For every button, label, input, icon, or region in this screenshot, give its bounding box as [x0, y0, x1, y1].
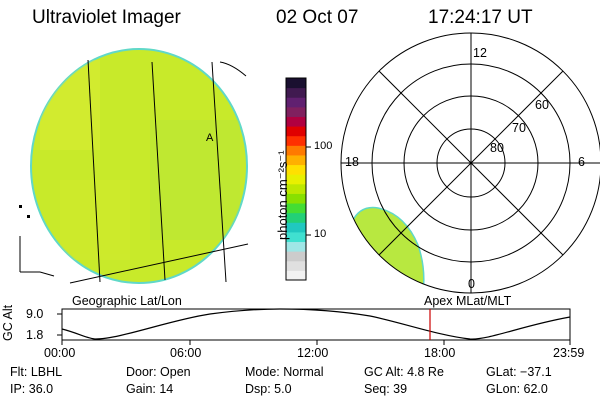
colorbar-step	[286, 126, 306, 137]
colorbar-step	[286, 154, 306, 166]
mlat-label-60: 60	[535, 98, 549, 112]
polar-panel	[340, 32, 600, 294]
colorbar-step	[286, 135, 306, 146]
altitude-xtick-18: 18:00	[424, 346, 456, 360]
observation-date: 02 Oct 07	[276, 7, 359, 28]
geo-panel-label: Geographic Lat/Lon	[72, 294, 182, 308]
geo-grid-lines	[19, 59, 249, 284]
altitude-xtick-24: 23:59	[553, 346, 585, 360]
observation-time: 17:24:17 UT	[428, 7, 533, 28]
mlt-label-0: 0	[468, 277, 475, 291]
colorbar	[285, 77, 311, 281]
info-glon: GLon: 62.0	[486, 382, 548, 396]
info-glat: GLat: −37.1	[486, 365, 552, 379]
info-gc-alt: GC Alt: 4.8 Re	[364, 365, 444, 379]
altitude-xtick-12: 12:00	[297, 346, 329, 360]
geo-image-panel: A	[19, 48, 249, 284]
colorbar-tick-10: 10	[314, 228, 327, 240]
info-flt: Flt: LBHL	[10, 365, 63, 379]
mlt-label-18: 18	[345, 155, 359, 169]
mlt-label-12: 12	[473, 46, 487, 60]
colorbar-step	[286, 116, 306, 127]
colorbar-step	[286, 193, 306, 204]
colorbar-tick-100: 100	[314, 140, 333, 152]
info-gain: Gain: 14	[126, 382, 174, 396]
altitude-curve	[61, 308, 571, 340]
colorbar-step	[286, 145, 306, 156]
info-mode: Mode: Normal	[245, 365, 324, 379]
colorbar-step	[286, 270, 306, 281]
colorbar-step	[286, 212, 306, 223]
colorbar-step	[286, 251, 306, 262]
colorbar-step	[286, 222, 306, 233]
colorbar-step	[286, 241, 306, 252]
colorbar-step	[286, 106, 306, 117]
altitude-ytick-1-8: 1.8	[26, 328, 44, 342]
polar-panel-label: Apex MLat/MLT	[424, 294, 512, 308]
altitude-ytick-9: 9.0	[26, 307, 44, 321]
colorbar-step	[286, 164, 306, 175]
colorbar-step	[286, 260, 306, 271]
colorbar-step	[286, 87, 306, 98]
altitude-xtick-0: 00:00	[44, 346, 76, 360]
polar-grid	[340, 32, 600, 294]
altitude-plot	[57, 308, 571, 345]
polar-auroral-patch	[350, 206, 425, 293]
altitude-ylabel: GC Alt	[1, 304, 15, 341]
info-seq: Seq: 39	[364, 382, 408, 396]
colorbar-step	[286, 78, 306, 89]
colorbar-step	[286, 97, 306, 108]
info-dsp: Dsp: 5.0	[245, 382, 292, 396]
colorbar-step	[286, 203, 306, 214]
altitude-xtick-6: 06:00	[170, 346, 202, 360]
mlat-label-80: 80	[490, 141, 504, 155]
info-door: Door: Open	[126, 365, 191, 379]
mlt-label-6: 6	[578, 155, 585, 169]
geo-auroral-disk	[30, 48, 248, 284]
instrument-title: Ultraviolet Imager	[32, 7, 181, 28]
info-ip: IP: 36.0	[10, 382, 54, 396]
colorbar-step	[286, 231, 306, 243]
mlat-label-70: 70	[512, 121, 526, 135]
colorbar-step	[286, 174, 306, 185]
colorbar-unit-label: photon cm⁻²s⁻¹	[275, 150, 290, 240]
colorbar-step	[286, 183, 306, 194]
svg-text:A: A	[206, 132, 214, 144]
